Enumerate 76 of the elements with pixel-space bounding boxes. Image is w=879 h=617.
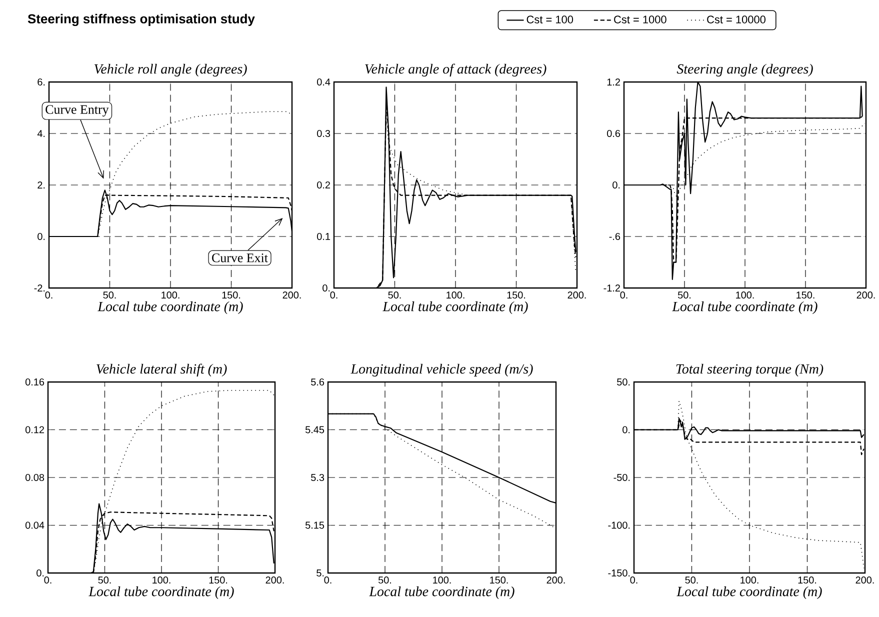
x-tick-label: 200. xyxy=(282,292,301,299)
y-tick-label: 0. xyxy=(622,426,630,434)
x-tick-label: 150. xyxy=(490,576,508,584)
y-tick-label: 0. xyxy=(38,232,45,240)
x-tick-label: 0. xyxy=(330,292,338,299)
x-tick-label: 0. xyxy=(45,292,52,299)
y-tick-label: 0.1 xyxy=(317,232,330,240)
x-tick-label: 50. xyxy=(98,576,111,584)
legend-label: Cst = 1000 xyxy=(614,16,666,24)
y-tick-label: 5.6 xyxy=(311,378,324,386)
annotation: Curve Exit xyxy=(212,254,268,262)
x-axis-title: Local tube coordinate (m) xyxy=(98,301,243,314)
y-tick-label: -.6 xyxy=(609,232,620,240)
x-tick-label: 150. xyxy=(798,576,816,584)
x-axis-title: Local tube coordinate (m) xyxy=(88,586,234,600)
chart-title: Longitudinal vehicle speed (m/s) xyxy=(350,364,533,376)
y-tick-label: -2. xyxy=(34,284,45,292)
y-tick-label: 5.3 xyxy=(311,474,324,482)
y-tick-label: -1.2 xyxy=(604,284,620,292)
legend-label: Cst = 100 xyxy=(526,16,574,24)
x-tick-label: 200. xyxy=(546,576,565,584)
x-tick-label: 200. xyxy=(856,292,875,299)
x-tick-label: 200. xyxy=(856,576,874,584)
x-tick-label: 100. xyxy=(162,292,180,299)
y-tick-label: 0.6 xyxy=(607,130,620,138)
x-axis-title: Local tube coordinate (m) xyxy=(382,301,528,314)
x-tick-label: 200. xyxy=(568,292,586,299)
y-tick-label: -50. xyxy=(614,474,630,482)
x-tick-label: 200. xyxy=(266,576,284,584)
y-tick-label: 0.12 xyxy=(25,426,44,434)
y-tick-label: 0.04 xyxy=(25,522,44,529)
y-tick-label: 4. xyxy=(37,130,45,137)
x-tick-label: 150. xyxy=(796,292,814,299)
y-tick-label: 0.16 xyxy=(25,378,44,386)
y-tick-label: 5. xyxy=(316,570,324,576)
y-tick-label: 0. xyxy=(612,181,620,189)
chart-title: Steering angle (degrees) xyxy=(676,64,813,76)
y-tick-label: 0.2 xyxy=(317,181,330,189)
x-axis-title: Local tube coordinate (m) xyxy=(676,586,822,600)
legend-label: Cst = 10000 xyxy=(707,16,766,24)
y-tick-label: 0.3 xyxy=(317,130,330,138)
x-tick-label: 150. xyxy=(507,292,526,299)
x-tick-label: 50. xyxy=(678,292,691,299)
x-tick-label: 100. xyxy=(152,576,170,584)
annotation: Curve Entry xyxy=(46,105,109,117)
x-tick-label: 100. xyxy=(736,292,754,299)
x-tick-label: 0. xyxy=(44,576,52,584)
chart-title: Vehicle lateral shift (m) xyxy=(96,364,227,376)
y-tick-label: 6. xyxy=(38,78,45,86)
y-tick-label: 5.15 xyxy=(306,522,324,529)
y-tick-label: -100. xyxy=(608,522,630,529)
x-tick-label: 100. xyxy=(446,292,464,299)
x-tick-label: 100. xyxy=(433,576,451,584)
x-tick-label: 150. xyxy=(209,576,228,584)
y-tick-label: 0. xyxy=(36,569,44,577)
chart-title: Steering stiffness optimisation study xyxy=(28,14,255,26)
y-tick-label: 5.45 xyxy=(306,426,324,434)
x-axis-title: Local tube coordinate (m) xyxy=(672,301,818,314)
x-tick-label: 50. xyxy=(378,576,392,584)
x-tick-label: 50. xyxy=(103,292,116,299)
chart-subtitle: Vehicle roll angle (degrees) xyxy=(94,64,247,77)
y-tick-label: 2. xyxy=(38,182,45,188)
x-tick-label: 50. xyxy=(685,576,698,584)
x-tick-label: 50. xyxy=(388,292,401,299)
x-tick-label: 100. xyxy=(740,576,758,584)
chart-title: Total steering torque (Nm) xyxy=(676,364,824,376)
y-tick-label: 1.2 xyxy=(607,78,620,86)
y-tick-label: 0.08 xyxy=(25,474,44,482)
x-tick-label: 0. xyxy=(630,576,638,584)
chart-title: Vehicle angle of attack (degrees) xyxy=(365,64,546,76)
x-axis-title: Local tube coordinate (m) xyxy=(369,586,514,600)
y-tick-label: -150. xyxy=(608,569,630,577)
x-tick-label: 150. xyxy=(222,292,240,299)
y-tick-label: 50. xyxy=(617,378,630,386)
y-tick-label: 0.4 xyxy=(317,78,330,86)
y-tick-label: 0. xyxy=(322,284,330,292)
